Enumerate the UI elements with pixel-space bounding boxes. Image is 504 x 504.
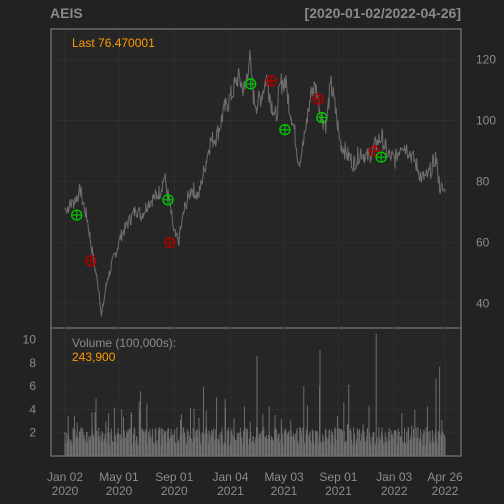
- volume-label: Volume (100,000s):: [72, 336, 176, 350]
- sell-signal-cross: [85, 255, 96, 266]
- price-tick-label: 80: [476, 175, 490, 189]
- date-tick-label: May 03: [264, 470, 304, 484]
- date-tick-label: Jan 02: [47, 470, 83, 484]
- date-tick-year: 2022: [432, 484, 459, 498]
- date-tick-year: 2022: [381, 484, 408, 498]
- price-panel: [50, 28, 462, 329]
- volume-value: 243,900: [72, 350, 116, 364]
- volume-tick-label: 10: [23, 333, 37, 347]
- volume-tick-label: 8: [29, 356, 36, 370]
- date-tick-year: 2021: [217, 484, 244, 498]
- price-tick-label: 40: [476, 297, 490, 311]
- last-price-label: Last 76.470001: [72, 36, 155, 50]
- price-line: [64, 49, 446, 317]
- date-tick-year: 2020: [106, 484, 133, 498]
- price-tick-label: 100: [476, 114, 496, 128]
- volume-tick-label: 6: [29, 379, 36, 393]
- volume-axis-ticks: 2 4 6 8 10: [23, 333, 37, 440]
- date-range: [2020-01-02/2022-04-26]: [304, 5, 461, 21]
- buy-signal-cross: [245, 78, 256, 89]
- buy-signal-cross: [71, 210, 82, 221]
- volume-tick-label: 2: [29, 426, 36, 440]
- sell-signal-cross: [164, 237, 175, 248]
- date-tick-year: 2021: [325, 484, 352, 498]
- price-axis-ticks: 40 60 80 100 120: [476, 53, 496, 311]
- sell-signal-cross: [266, 75, 277, 86]
- buy-signal-cross: [279, 124, 290, 135]
- date-tick-year: 2020: [52, 484, 79, 498]
- date-tick-label: Jan 03: [376, 470, 412, 484]
- date-tick-year: 2021: [271, 484, 298, 498]
- buy-signal-cross: [376, 152, 387, 163]
- price-tick-label: 60: [476, 236, 490, 250]
- date-tick-year: 2020: [161, 484, 188, 498]
- trade-signals: [71, 75, 387, 267]
- grid-lines: [52, 30, 460, 455]
- sell-signal-cross: [369, 146, 380, 157]
- price-tick-label: 120: [476, 53, 496, 67]
- sell-signal-cross: [313, 94, 324, 105]
- date-tick-label: May 01: [99, 470, 139, 484]
- volume-bars: [64, 333, 446, 456]
- date-tick-label: Sep 01: [155, 470, 193, 484]
- date-tick-label: Jan 04: [212, 470, 248, 484]
- volume-tick-label: 4: [29, 402, 36, 416]
- date-tick-label: Apr 26: [427, 470, 463, 484]
- date-tick-label: Sep 01: [319, 470, 357, 484]
- ticker-symbol: AEIS: [50, 5, 83, 21]
- buy-signal-cross: [316, 112, 327, 123]
- buy-signal-cross: [162, 194, 173, 205]
